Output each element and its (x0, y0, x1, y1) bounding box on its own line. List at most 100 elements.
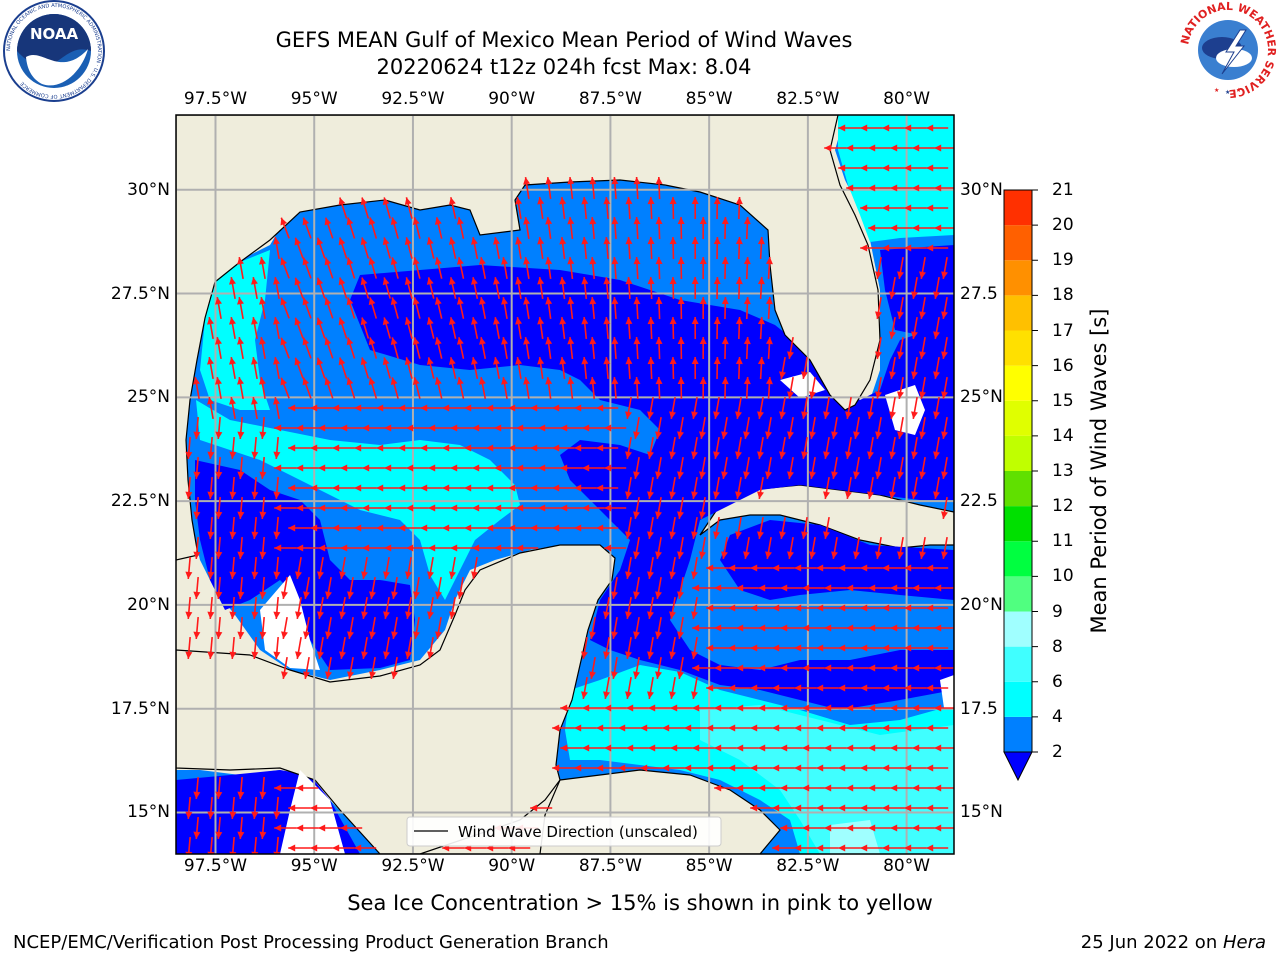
wind-arrow (772, 804, 795, 812)
wind-arrow (669, 316, 677, 340)
wind-arrow (581, 276, 589, 300)
wind-arrow (787, 417, 794, 439)
wind-arrow (824, 624, 847, 632)
wind-arrow (735, 236, 743, 260)
wind-arrow (229, 436, 237, 460)
wind-arrow (391, 657, 398, 679)
wind-arrow (332, 524, 355, 532)
wind-arrow (860, 164, 883, 172)
wind-arrow (185, 436, 193, 460)
wind-arrow (339, 557, 346, 579)
wind-arrow (904, 164, 927, 172)
wind-arrow (376, 444, 399, 452)
wind-arrow (362, 424, 385, 432)
wind-arrow (567, 296, 575, 320)
wind-arrow (390, 297, 399, 319)
wind-arrow (919, 337, 926, 359)
wind-arrow (207, 516, 215, 540)
wind-arrow (618, 724, 641, 732)
wind-arrow (736, 704, 759, 712)
wind-arrow (316, 237, 326, 259)
wind-arrow (875, 457, 882, 479)
wind-arrow (721, 216, 729, 240)
sea-ice-note: Sea Ice Concentration > 15% is shown in … (347, 891, 933, 915)
wind-arrow (809, 457, 816, 479)
keys-nodata (780, 372, 825, 398)
wind-arrow (494, 424, 517, 432)
wind-arrow (941, 297, 948, 319)
wind-arrow (274, 824, 297, 832)
wind-arrow (273, 596, 281, 620)
wind-arrow (823, 517, 830, 539)
wind-arrow (215, 297, 222, 319)
wind-arrow (699, 376, 707, 400)
wind-arrow (882, 164, 905, 172)
wind-arrow (757, 236, 765, 260)
wind-arrow (420, 484, 443, 492)
wind-arrow (743, 457, 750, 479)
legend-label: Wind Wave Direction (unscaled) (458, 823, 698, 841)
wind-arrow (618, 764, 641, 772)
wind-arrow (809, 537, 816, 559)
wind-arrow (912, 664, 935, 672)
wind-arrow (574, 404, 597, 412)
wind-arrow (185, 476, 193, 500)
wind-arrow (456, 337, 465, 359)
wind-arrow (669, 437, 676, 459)
wind-arrow (692, 664, 715, 672)
colorbar-tick-label: 12 (1052, 496, 1074, 517)
wind-arrow (325, 657, 332, 679)
wind-arrow (919, 457, 926, 479)
wind-arrow (537, 236, 545, 260)
wind-arrow (560, 704, 583, 712)
wind-arrow (316, 277, 326, 299)
wind-arrow (545, 336, 553, 360)
wind-arrow (369, 617, 376, 639)
wind-arrow (259, 456, 267, 480)
wind-arrow (890, 624, 913, 632)
wind-arrow (450, 424, 473, 432)
wind-arrow (574, 724, 597, 732)
wind-arrow (780, 824, 803, 832)
wind-arrow (398, 524, 421, 532)
wind-arrow (259, 416, 267, 440)
lon-tick-top: 95°W (290, 89, 338, 109)
wind-arrow (926, 644, 949, 652)
wind-arrow (332, 844, 355, 852)
wind-arrow (933, 477, 940, 499)
wind-arrow (294, 277, 304, 299)
wind-arrow (442, 444, 465, 452)
wind-arrow (941, 377, 948, 399)
colorbar-label: Mean Period of Wind Waves [s] (1087, 309, 1111, 634)
wind-arrow (772, 844, 795, 852)
wind-arrow (390, 377, 399, 399)
wind-arrow (897, 257, 904, 279)
wind-arrow (889, 277, 896, 299)
wind-arrow (677, 617, 684, 639)
map-legend: Wind Wave Direction (unscaled) (406, 816, 722, 847)
wind-arrow (758, 704, 781, 712)
wind-arrow (882, 644, 905, 652)
wind-arrow (427, 557, 434, 579)
wind-arrow (846, 624, 869, 632)
wind-arrow (185, 556, 193, 580)
wind-arrow (611, 657, 618, 679)
mexico-land (176, 544, 616, 854)
wind-arrow (237, 576, 245, 600)
wind-arrow (603, 356, 611, 380)
wind-arrow (581, 637, 588, 659)
plot-title-line2: 20220624 t12z 024h fcst Max: 8.04 (376, 55, 752, 79)
wind-arrow (404, 197, 413, 219)
wind-arrow (802, 824, 825, 832)
lon-tick-top: 87.5°W (578, 89, 642, 109)
wind-arrow (251, 277, 258, 299)
wind-arrow (523, 337, 531, 359)
wind-arrow (382, 277, 391, 299)
wind-arrow (677, 537, 684, 559)
wind-arrow (911, 317, 918, 339)
wind-arrow (427, 597, 434, 619)
wind-arrow (904, 124, 927, 132)
wind-arrow (259, 776, 267, 800)
wind-arrow (882, 564, 905, 572)
low-period-region-west (195, 460, 415, 670)
